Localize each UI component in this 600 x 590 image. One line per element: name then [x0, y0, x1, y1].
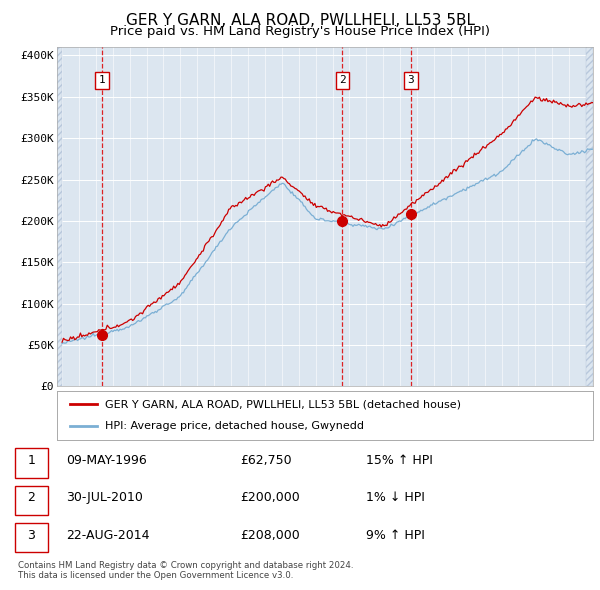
Text: 30-JUL-2010: 30-JUL-2010: [66, 491, 143, 504]
Text: £208,000: £208,000: [240, 529, 300, 542]
Text: 1: 1: [98, 76, 106, 86]
Text: 3: 3: [28, 529, 35, 542]
Text: 3: 3: [407, 76, 415, 86]
Text: 1% ↓ HPI: 1% ↓ HPI: [366, 491, 425, 504]
Text: GER Y GARN, ALA ROAD, PWLLHELI, LL53 5BL: GER Y GARN, ALA ROAD, PWLLHELI, LL53 5BL: [125, 12, 475, 28]
Text: Contains HM Land Registry data © Crown copyright and database right 2024.: Contains HM Land Registry data © Crown c…: [18, 560, 353, 569]
Text: 2: 2: [339, 76, 346, 86]
Bar: [586, 47, 593, 386]
Text: GER Y GARN, ALA ROAD, PWLLHELI, LL53 5BL (detached house): GER Y GARN, ALA ROAD, PWLLHELI, LL53 5BL…: [105, 399, 461, 409]
Text: 09-MAY-1996: 09-MAY-1996: [66, 454, 147, 467]
Text: 1: 1: [28, 454, 35, 467]
Text: Price paid vs. HM Land Registry's House Price Index (HPI): Price paid vs. HM Land Registry's House …: [110, 25, 490, 38]
Text: £200,000: £200,000: [240, 491, 300, 504]
Text: 15% ↑ HPI: 15% ↑ HPI: [366, 454, 433, 467]
Text: HPI: Average price, detached house, Gwynedd: HPI: Average price, detached house, Gwyn…: [105, 421, 364, 431]
Text: £62,750: £62,750: [240, 454, 292, 467]
Text: 9% ↑ HPI: 9% ↑ HPI: [366, 529, 425, 542]
Text: This data is licensed under the Open Government Licence v3.0.: This data is licensed under the Open Gov…: [18, 571, 293, 580]
Text: 2: 2: [28, 491, 35, 504]
Bar: [57, 47, 62, 386]
Text: 22-AUG-2014: 22-AUG-2014: [66, 529, 149, 542]
